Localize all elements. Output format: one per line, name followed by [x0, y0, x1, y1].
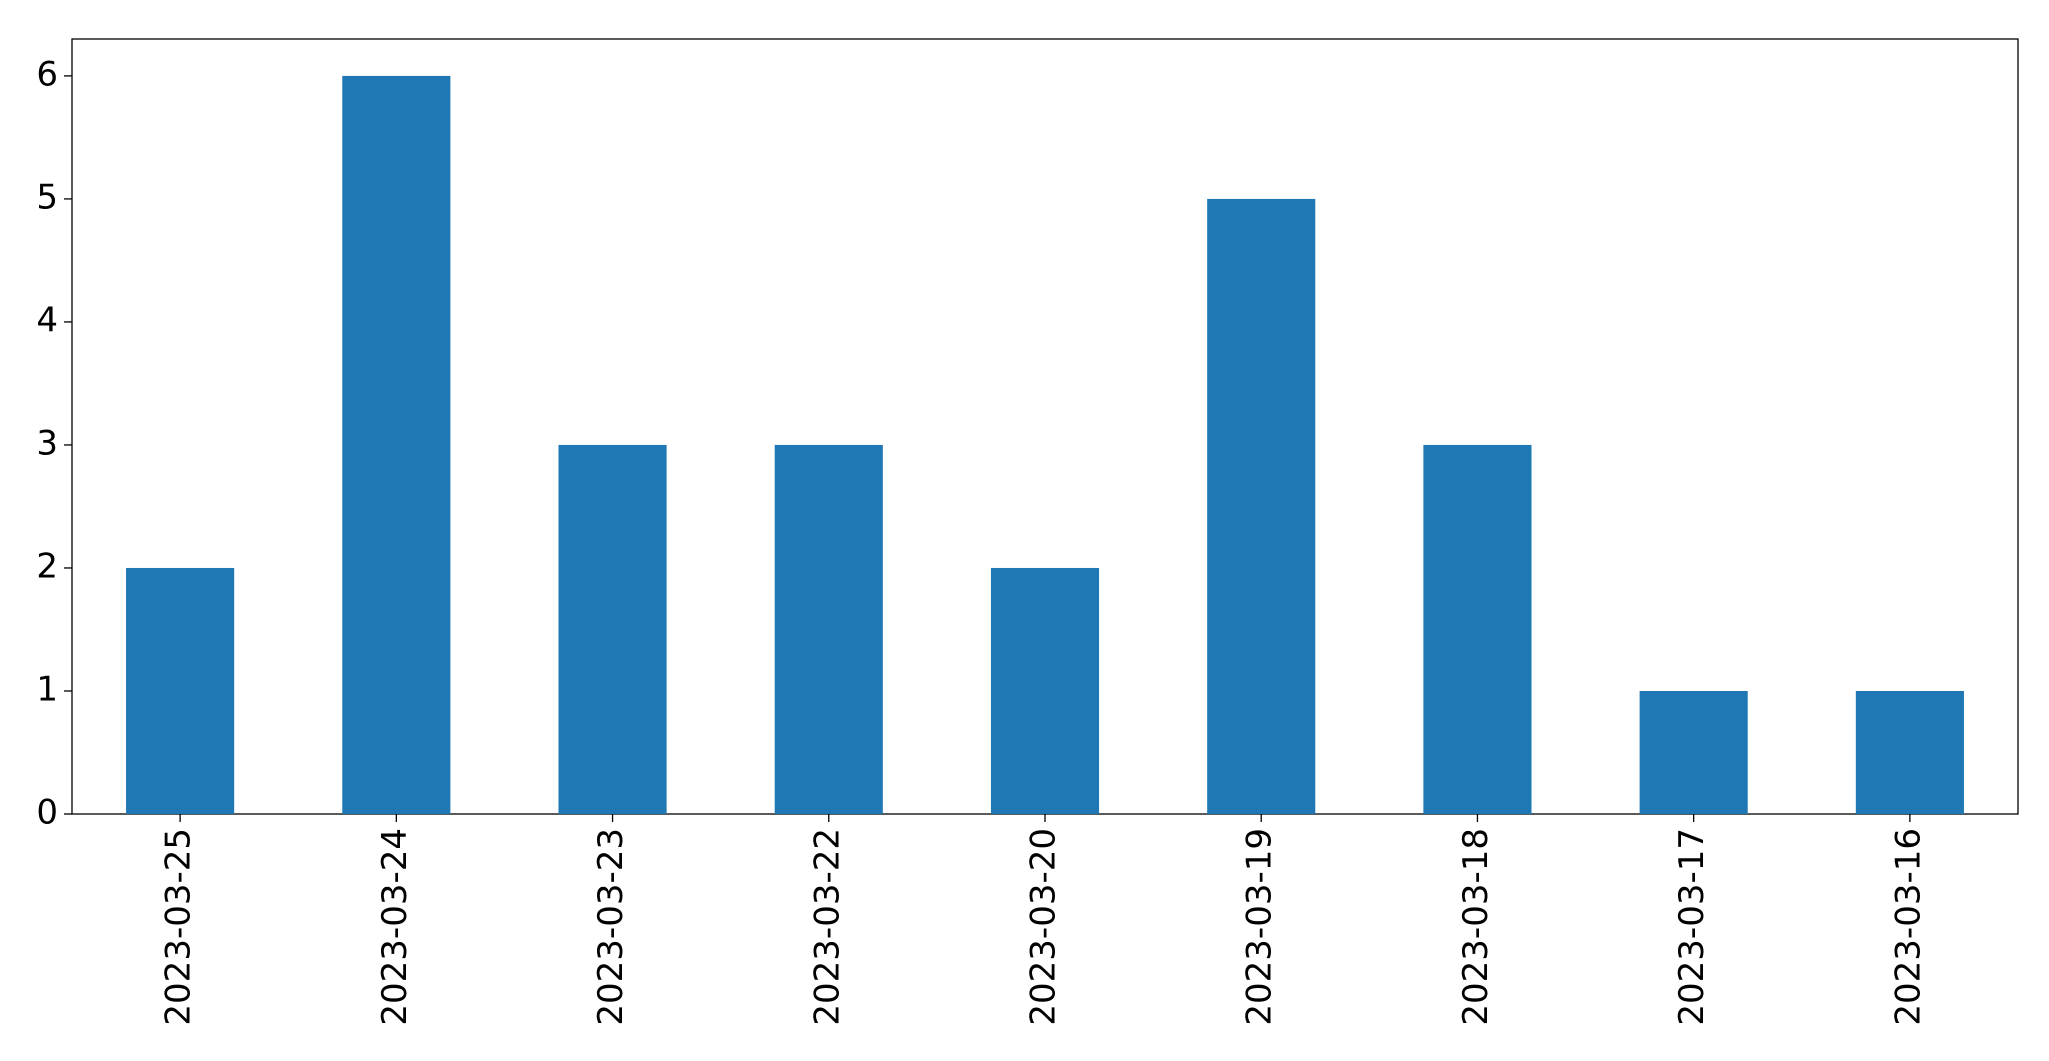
x-tick-label: 2023-03-22 — [807, 828, 847, 1026]
x-tick-label: 2023-03-19 — [1240, 828, 1280, 1026]
y-tick-label: 5 — [36, 177, 58, 217]
y-tick-label: 3 — [36, 423, 58, 463]
bar — [1639, 690, 1748, 814]
x-tick-label: 2023-03-23 — [591, 828, 631, 1026]
bar — [1423, 444, 1532, 814]
x-tick-label: 2023-03-25 — [159, 828, 199, 1026]
bar — [126, 567, 235, 814]
bar — [1207, 198, 1316, 814]
y-tick-label: 2 — [36, 546, 58, 586]
y-tick-label: 6 — [36, 54, 58, 94]
bar — [558, 444, 667, 814]
y-tick-label: 1 — [36, 669, 58, 709]
x-tick-label: 2023-03-20 — [1024, 828, 1064, 1026]
x-tick-label: 2023-03-16 — [1888, 828, 1928, 1026]
x-tick-label: 2023-03-18 — [1456, 828, 1496, 1026]
bar — [1855, 690, 1964, 814]
x-tick-label: 2023-03-24 — [375, 828, 415, 1026]
y-tick-label: 0 — [36, 793, 58, 833]
y-tick-label: 4 — [36, 300, 58, 340]
bar — [990, 567, 1100, 814]
x-tick-label: 2023-03-17 — [1672, 828, 1712, 1026]
bar — [342, 75, 451, 814]
bar — [774, 444, 883, 814]
